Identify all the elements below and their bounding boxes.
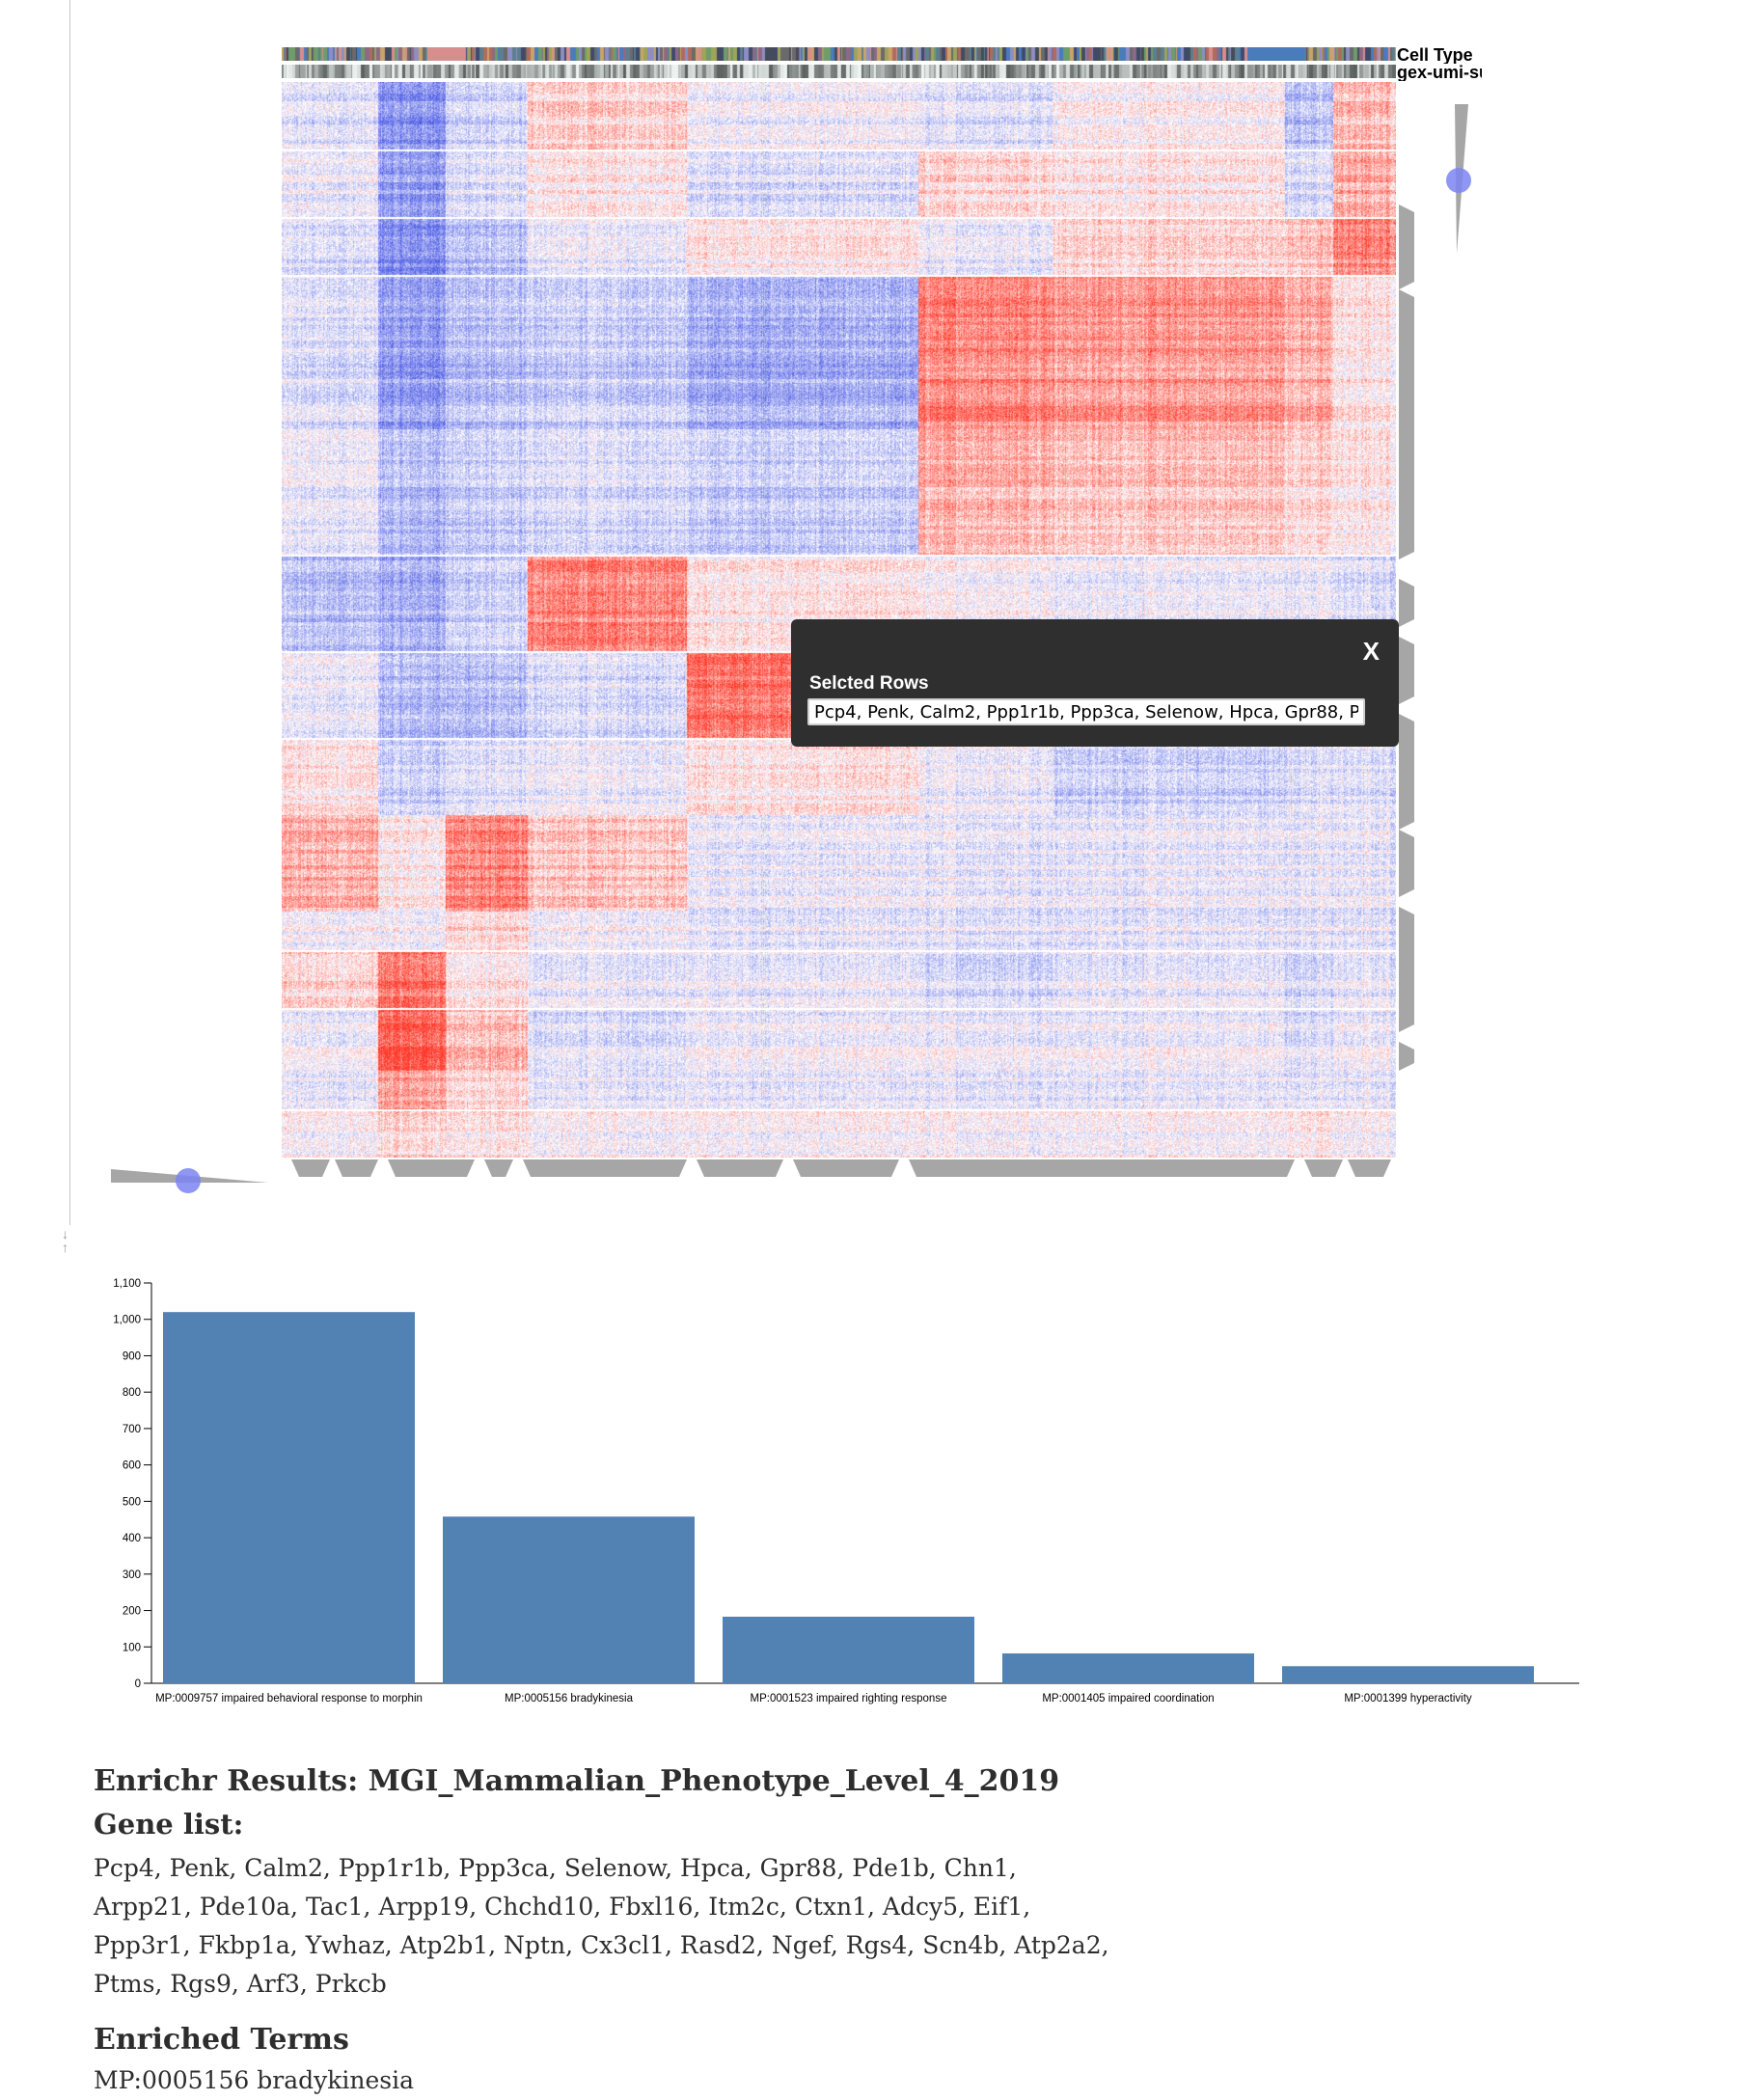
y-tick-label: 0: [135, 1678, 141, 1690]
y-tick-label: 700: [123, 1424, 141, 1435]
close-icon[interactable]: X: [1362, 637, 1380, 666]
y-tick-label: 1,000: [113, 1315, 141, 1326]
y-tick-label: 500: [123, 1496, 141, 1508]
y-tick-label: 900: [123, 1350, 141, 1362]
gene-list-label: Gene list:: [94, 1808, 244, 1841]
enriched-term-item: MP:0005156 bradykinesia: [94, 2066, 414, 2094]
x-tick-label: MP:0001399 hyperactivity: [1344, 1693, 1472, 1705]
cell-type-color-bar[interactable]: [282, 47, 1396, 61]
y-tick-label: 100: [123, 1642, 141, 1653]
bar[interactable]: [1282, 1666, 1534, 1683]
y-tick-label: 400: [123, 1533, 141, 1544]
y-tick-label: 800: [123, 1387, 141, 1399]
x-tick-label: MP:0001405 impaired coordination: [1042, 1693, 1214, 1705]
y-tick-label: 600: [123, 1460, 141, 1472]
category-label-gex-umi-sum[interactable]: gex-umi-sum: [1397, 64, 1482, 81]
column-zoom-handle[interactable]: [176, 1168, 201, 1193]
selected-rows-popup: X Selcted Rows: [791, 619, 1399, 747]
bar[interactable]: [1002, 1653, 1254, 1683]
bar[interactable]: [723, 1616, 974, 1683]
gex-umi-sum-color-bar[interactable]: [282, 65, 1396, 78]
selected-rows-input[interactable]: [807, 698, 1365, 725]
resize-arrows-icon[interactable]: ↓ ↑: [62, 1226, 68, 1255]
row-zoom-handle[interactable]: [1446, 168, 1471, 193]
x-tick-label: MP:0009757 impaired behavioral response …: [155, 1693, 423, 1705]
enriched-terms-heading: Enriched Terms: [94, 2023, 349, 2057]
heatmap-area[interactable]: ↓↑ Cell Type gex-umi-sum X Selcted Rows: [0, 0, 1750, 1254]
bar[interactable]: [163, 1312, 415, 1683]
results-title: Enrichr Results: MGI_Mammalian_Phenotype…: [94, 1764, 1060, 1798]
gene-list: Pcp4, Penk, Calm2, Ppp1r1b, Ppp3ca, Sele…: [94, 1854, 1109, 1998]
column-dendrogram[interactable]: [282, 1158, 1396, 1181]
x-tick-label: MP:0001523 impaired righting response: [751, 1693, 947, 1705]
y-tick-label: 300: [123, 1569, 141, 1581]
bar[interactable]: [443, 1516, 695, 1683]
x-tick-label: MP:0005156 bradykinesia: [505, 1693, 634, 1705]
left-divider: [69, 0, 70, 1225]
enrichment-bar-chart: 0 100 200 300 400 500 600 700 800 900 1,000 1,100 MP…: [113, 1278, 1579, 1705]
enrichr-results: Enrichr Results: MGI_Mammalian_Phenotype…: [94, 1760, 1135, 2100]
y-tick-label: 200: [123, 1606, 141, 1618]
popup-title: Selcted Rows: [809, 673, 929, 694]
category-label-cell-type[interactable]: Cell Type: [1397, 46, 1473, 64]
row-dendrogram[interactable]: [1397, 82, 1426, 1158]
y-tick-label: 1,100: [113, 1278, 141, 1290]
